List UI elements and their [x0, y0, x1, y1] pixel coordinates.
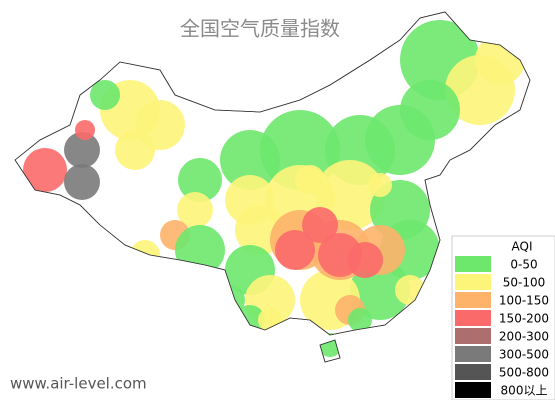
- aqi-blob: [175, 225, 225, 275]
- aqi-blobs: [23, 20, 525, 357]
- legend-label: 200-300: [499, 330, 549, 344]
- aqi-blob: [64, 164, 100, 200]
- aqi-blob: [220, 130, 280, 190]
- aqi-blob: [90, 80, 120, 110]
- aqi-blob: [178, 158, 222, 202]
- aqi-blob: [348, 308, 372, 332]
- aqi-blob: [75, 120, 95, 140]
- legend-label: 50-100: [503, 276, 546, 290]
- legend-label: 150-200: [499, 312, 549, 326]
- legend-label: 300-500: [499, 348, 549, 362]
- aqi-blob: [130, 240, 160, 270]
- legend-swatch: [455, 346, 491, 362]
- legend-swatch: [455, 274, 491, 290]
- aqi-blob: [347, 242, 383, 278]
- legend-swatch: [455, 310, 491, 326]
- legend-swatch: [455, 328, 491, 344]
- aqi-blob: [115, 130, 155, 170]
- aqi-blob: [302, 207, 338, 243]
- legend-swatch: [455, 256, 491, 272]
- aqi-blob: [295, 165, 325, 195]
- aqi-blob: [275, 230, 315, 270]
- aqi-blob: [215, 285, 245, 315]
- watermark: www.air-level.com: [10, 375, 147, 393]
- legend-swatch: [455, 382, 491, 398]
- aqi-blob: [23, 148, 67, 192]
- legend: AQI 0-50 50-100 100-150 150-200 200-300 300-5…: [451, 235, 555, 400]
- legend-swatch: [455, 364, 491, 380]
- aqi-blob: [475, 35, 525, 85]
- legend-label: 800以上: [501, 384, 548, 398]
- aqi-blob: [368, 173, 392, 197]
- aqi-blob: [177, 192, 213, 228]
- aqi-blob: [64, 132, 100, 168]
- legend-label: 100-150: [499, 294, 549, 308]
- map-title: 全国空气质量指数: [180, 17, 340, 41]
- legend-title: AQI: [512, 240, 533, 254]
- legend-swatch: [455, 292, 491, 308]
- aqi-blob: [258, 308, 282, 332]
- legend-label: 500-800: [499, 366, 549, 380]
- legend-label: 0-50: [510, 258, 537, 272]
- aqi-blob: [395, 275, 425, 305]
